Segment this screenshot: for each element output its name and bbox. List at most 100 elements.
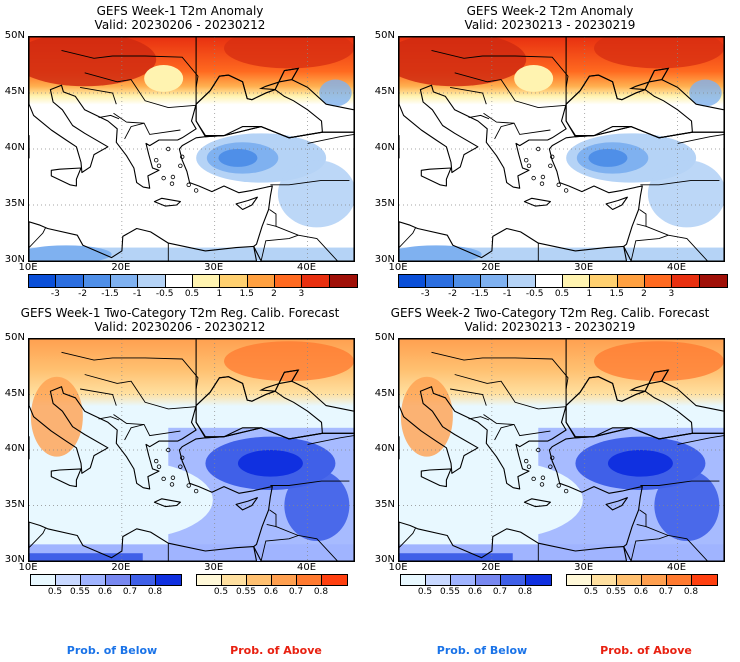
coastline (29, 221, 258, 261)
coastline (29, 37, 197, 189)
island (524, 157, 529, 163)
map (398, 338, 725, 562)
colorbar-swatch (667, 575, 692, 585)
coastline (50, 167, 82, 187)
colorbar-swatch (156, 575, 181, 585)
colorbar-above (196, 574, 348, 586)
colorbar-label: -3 (420, 289, 430, 299)
colorbar-swatch (401, 575, 426, 585)
lon-label: 10E (388, 262, 408, 273)
colorbar-label: 2 (641, 289, 647, 299)
island (539, 482, 545, 487)
island (526, 464, 532, 469)
country-border (645, 225, 709, 261)
colorbar-swatch (426, 275, 454, 287)
colorbar-swatch (476, 575, 501, 585)
panel-week1-anomaly: GEFS Week-1 T2m Anomaly Valid: 20230206 … (0, 0, 370, 300)
colorbar-swatch (501, 575, 526, 585)
colorbar-swatch (672, 275, 700, 287)
colorbar-swatch (247, 575, 272, 585)
country-border (431, 49, 569, 88)
country-border (450, 388, 487, 406)
colorbar-swatch (592, 575, 617, 585)
colorbar-swatch (562, 275, 591, 287)
colorbar-swatch (81, 575, 106, 585)
colorbar-label: -0.5 (525, 289, 544, 299)
panel-valid: Valid: 20230213 - 20230219 (464, 320, 636, 334)
footer-above: Prob. of Above (230, 644, 322, 657)
coastline (50, 468, 82, 488)
lon-label: 30E (574, 562, 594, 573)
island (563, 488, 569, 494)
coastline (178, 126, 354, 261)
coastline (195, 74, 323, 139)
lon-label: 40E (297, 562, 317, 573)
map-svg (29, 37, 354, 261)
colorbar-label: -1 (132, 289, 142, 299)
colorbar-label: 0.5 (554, 289, 570, 299)
coastline (29, 521, 258, 561)
colorbar-label: 1 (586, 289, 593, 299)
lat-label: 50N (374, 30, 395, 41)
lon-label: 30E (574, 262, 594, 273)
island (178, 163, 183, 168)
island (154, 157, 159, 163)
colorbar-swatch (106, 575, 131, 585)
lon-label: 20E (481, 262, 501, 273)
lon-label: 10E (18, 562, 38, 573)
coastline (523, 197, 551, 207)
colorbar-swatch (567, 575, 592, 585)
coastline (420, 167, 452, 187)
lon-label: 30E (204, 562, 224, 573)
colorbar-label: -1 (502, 289, 512, 299)
lon-label: 10E (388, 562, 408, 573)
island (180, 455, 185, 460)
colorbar-label: 0.55 (439, 587, 461, 597)
country-border (307, 133, 354, 144)
country-border (630, 234, 669, 261)
colorbar-swatch (131, 575, 156, 585)
colorbar-label: 2 (271, 289, 277, 299)
island (170, 475, 176, 480)
country-border (636, 509, 647, 528)
colorbar-swatch (453, 275, 481, 287)
country-border (266, 509, 277, 528)
footer-above: Prob. of Above (600, 644, 692, 657)
colorbar-label: -0.5 (155, 289, 174, 299)
country-border (124, 424, 145, 441)
lat-label: 30N (4, 554, 25, 565)
coastline (258, 67, 300, 91)
lat-label: 50N (4, 30, 25, 41)
lon-label: 40E (297, 262, 317, 273)
colorbar-swatch (642, 575, 667, 585)
island (156, 163, 162, 168)
lat-label: 40N (374, 443, 395, 454)
coastline (259, 369, 300, 392)
island (540, 475, 546, 480)
colorbar-swatch (138, 275, 166, 287)
coastline (235, 497, 258, 511)
colorbar-swatch (83, 275, 111, 287)
colorbar-label: 0.6 (97, 587, 113, 597)
colorbar-swatch (29, 275, 57, 287)
colorbar-label: 1.5 (609, 289, 624, 299)
country-border (270, 179, 350, 186)
colorbar-label: -3 (50, 289, 60, 299)
colorbar-swatch (247, 275, 275, 287)
lon-label: 40E (667, 562, 687, 573)
colorbar-swatch (222, 575, 247, 585)
country-border (84, 374, 197, 410)
colorbar-swatch (110, 275, 139, 287)
panel-valid: Valid: 20230206 - 20230212 (94, 18, 266, 32)
coastline (178, 427, 354, 561)
coastline (29, 339, 197, 490)
country-border (454, 374, 567, 410)
panel-valid: Valid: 20230213 - 20230219 (464, 18, 636, 32)
island (161, 175, 166, 181)
country-border (98, 114, 120, 120)
country-border (113, 112, 181, 135)
footer-below: Prob. of Below (66, 644, 158, 657)
coastline (628, 67, 670, 91)
country-border (399, 227, 417, 248)
lat-label: 35N (374, 198, 395, 209)
